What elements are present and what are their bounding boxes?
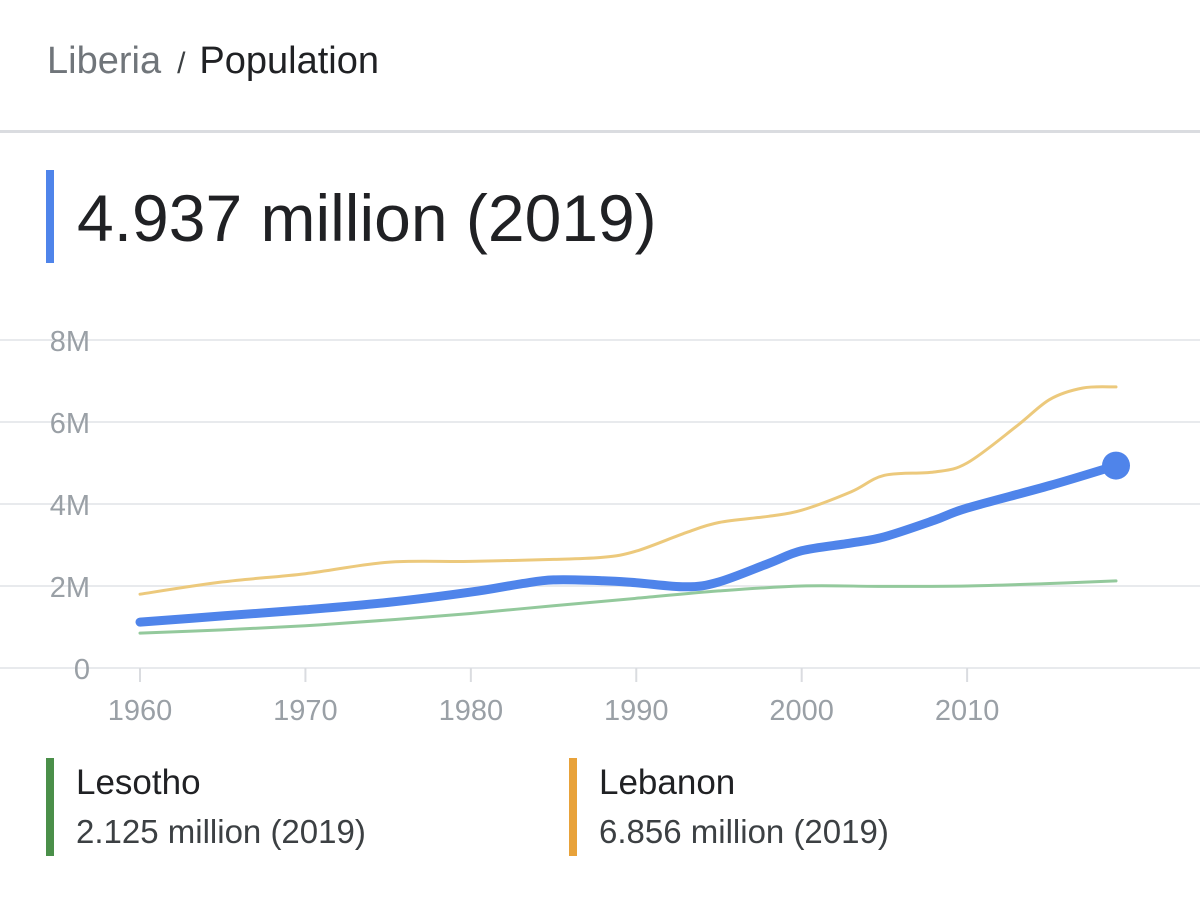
x-tick-label: 1970 <box>273 695 338 727</box>
y-tick-label: 4M <box>50 490 90 522</box>
series-line-liberia <box>135 461 1121 627</box>
series-endpoint-liberia[interactable] <box>1102 451 1130 480</box>
y-axis-labels: 0 2M 4M 6M 8M <box>50 326 90 686</box>
breadcrumb-separator: / <box>177 47 186 80</box>
legend-name: Lebanon <box>599 763 736 802</box>
headline-value: 4.937 million (2019) <box>77 181 657 255</box>
x-tick-label: 1980 <box>439 695 504 727</box>
breadcrumb-metric: Population <box>199 40 380 82</box>
x-tick-label: 2000 <box>769 695 834 727</box>
legend-name: Lesotho <box>76 763 201 802</box>
breadcrumb-country[interactable]: Liberia <box>47 40 162 82</box>
y-tick-label: 2M <box>50 572 90 604</box>
series-line-lesotho <box>138 579 1118 635</box>
chart-series <box>135 385 1130 635</box>
x-tick-label: 2010 <box>935 695 1000 727</box>
header-divider <box>0 130 1200 133</box>
x-tick-label: 1960 <box>108 695 173 727</box>
legend-color-bar <box>46 758 54 856</box>
breadcrumb: Liberia / Population <box>47 38 379 87</box>
x-tick-label: 1990 <box>604 695 669 727</box>
legend-value: 2.125 million (2019) <box>76 813 366 850</box>
y-tick-label: 8M <box>50 326 90 358</box>
x-axis-ticks <box>139 668 969 682</box>
legend-color-bar <box>569 758 577 856</box>
y-tick-label: 0 <box>74 654 90 686</box>
y-tick-label: 6M <box>50 408 90 440</box>
x-axis-labels: 1960 1970 1980 1990 2000 2010 <box>108 695 1000 727</box>
headline-color-bar <box>46 170 54 263</box>
population-chart[interactable]: 0 2M 4M 6M 8M 1960 1970 1980 1990 2000 2010 <box>0 300 1200 740</box>
series-line-lebanon <box>138 385 1118 596</box>
legend-value: 6.856 million (2019) <box>599 813 889 850</box>
